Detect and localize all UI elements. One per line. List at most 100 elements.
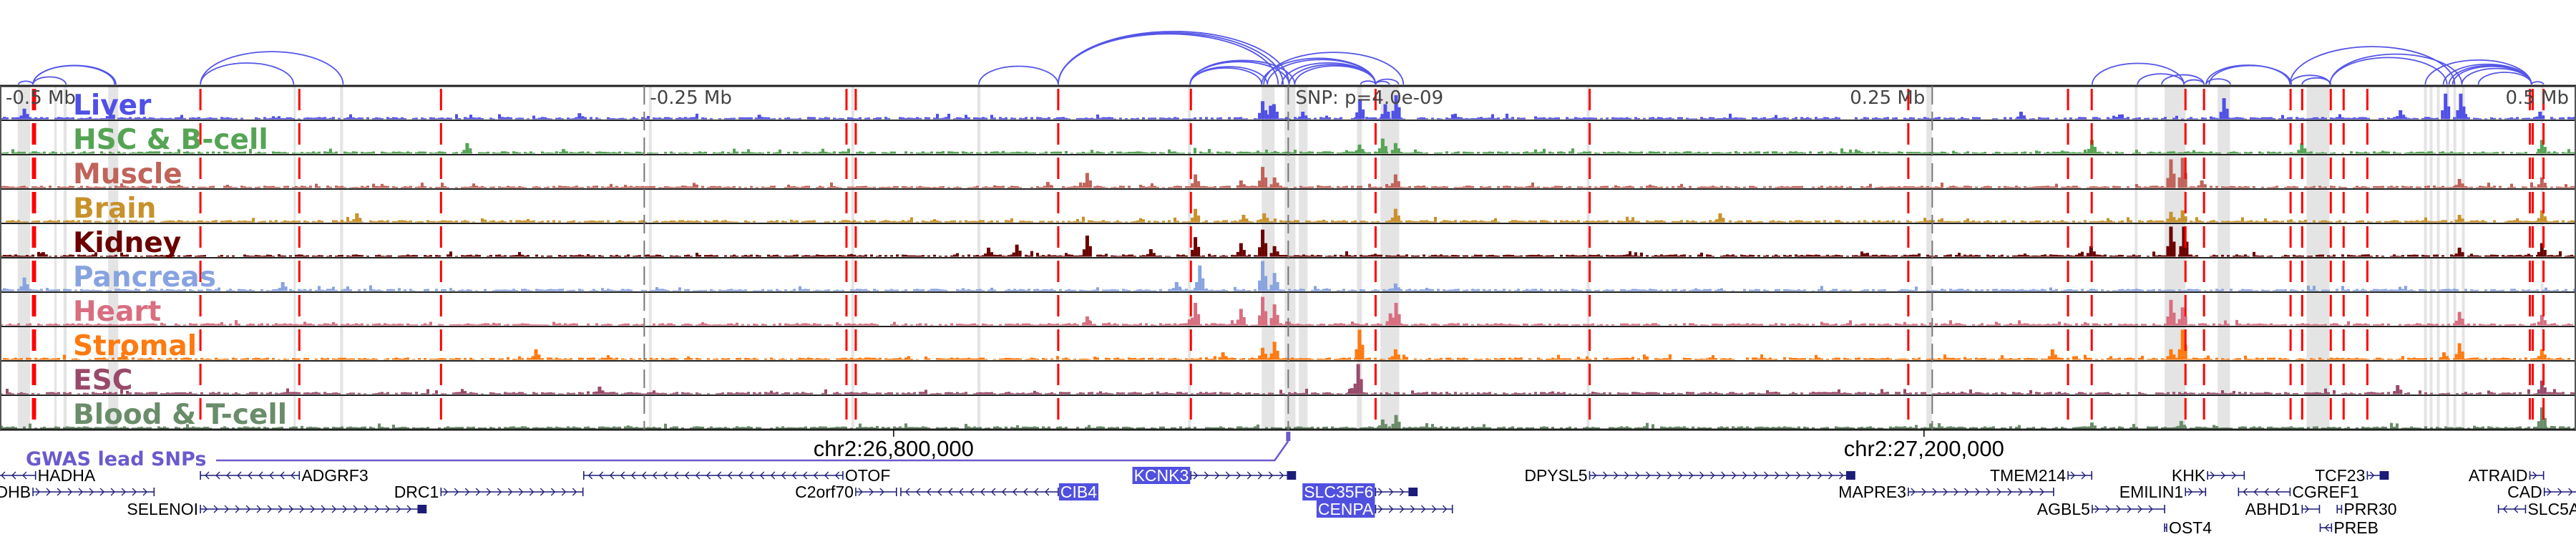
peak-bar — [1236, 185, 1239, 188]
peak-bar — [1380, 138, 1385, 154]
strand-arrow-icon — [2324, 523, 2329, 532]
peak-bar — [1361, 344, 1365, 360]
track-label: HSC & B-cell — [73, 124, 268, 156]
gene-label: CENPA — [1318, 500, 1374, 518]
peak-bar — [2456, 110, 2459, 120]
peak-bar — [1380, 114, 1384, 120]
peak-bar — [1258, 180, 1262, 188]
peak-bar — [2047, 356, 2051, 360]
peak-bar — [1384, 424, 1387, 429]
peak-bar — [2184, 344, 2187, 360]
peak-bar — [2176, 425, 2180, 429]
signal-track-muscle — [0, 158, 2576, 188]
peak-bar — [2461, 351, 2464, 360]
peak-bar — [2543, 387, 2547, 395]
peak-bar — [1241, 215, 1246, 223]
chromatin-loop-arc — [18, 80, 34, 85]
peak-bar — [1390, 288, 1394, 291]
background-signal — [0, 388, 2576, 395]
peak-bar — [562, 149, 566, 154]
relative-position-label: -0.5 Mb — [6, 87, 76, 109]
chromatin-loop-arc — [2161, 74, 2205, 85]
signal-peak — [2537, 407, 2547, 429]
peak-bar — [1236, 251, 1239, 257]
signal-peak — [38, 252, 48, 257]
peak-bar — [2219, 112, 2223, 120]
signal-peak — [1236, 180, 1246, 188]
peak-bar — [2177, 319, 2181, 326]
signal-peak — [2087, 422, 2097, 429]
peak-bar — [1261, 347, 1265, 360]
peak-bar — [280, 281, 285, 291]
peak-bar — [1390, 150, 1394, 154]
peak-bar — [1043, 185, 1046, 188]
track-label: Kidney — [73, 227, 181, 259]
peak-bar — [2444, 93, 2448, 120]
background-signal — [0, 182, 2576, 188]
peak-bar — [1195, 282, 1199, 291]
signal-peak — [1377, 419, 1387, 429]
signal-peak — [1269, 104, 1279, 120]
peak-bar — [757, 115, 761, 120]
peak-bar — [2454, 253, 2458, 257]
strand-arrow-icon — [858, 488, 884, 496]
signal-track-esc — [0, 364, 2576, 395]
peak-bar — [2166, 316, 2170, 326]
peak-bar — [2300, 142, 2304, 154]
peak-bar — [1391, 423, 1395, 429]
peak-bar — [1262, 213, 1267, 223]
signal-peak — [2297, 142, 2307, 154]
peak-bar — [2537, 389, 2540, 395]
peak-bar — [2439, 357, 2443, 360]
strand-arrow-icon — [1592, 471, 1844, 480]
peak-bar — [2459, 93, 2463, 120]
peak-bar — [1390, 356, 1394, 360]
signal-peak — [2166, 226, 2176, 257]
signal-peak — [1258, 229, 1268, 257]
gene-label: CIB4 — [1060, 483, 1097, 501]
gene-label: MAPRE3 — [1838, 483, 1906, 501]
signal-peak — [2537, 380, 2547, 395]
gene-label: AGBL5 — [2037, 500, 2090, 518]
strand-arrow-icon — [2502, 505, 2519, 513]
peak-bar — [1178, 286, 1181, 291]
peak-bar — [990, 252, 994, 257]
peak-bar — [1397, 314, 1401, 326]
peak-bar — [1718, 213, 1722, 223]
peak-bar — [2179, 246, 2182, 257]
signal-peak — [1391, 303, 1401, 326]
peak-bar — [1194, 237, 1198, 257]
peak-bar — [1242, 250, 1246, 257]
peak-bar — [2540, 210, 2544, 223]
chromatin-loop-arc — [1057, 30, 1290, 85]
chromatin-loop-arc — [2205, 64, 2291, 85]
strand-arrow-icon — [2187, 488, 2204, 496]
peak-bar — [2537, 321, 2540, 326]
track-label: Brain — [73, 193, 156, 225]
chromatin-loop-arc — [2183, 79, 2205, 85]
relative-position-label: -0.25 Mb — [650, 87, 731, 109]
peak-bar — [2050, 349, 2054, 360]
peak-bar — [595, 391, 598, 395]
peak-bar — [2461, 319, 2464, 326]
peak-bar — [2172, 173, 2176, 188]
peak-bar — [105, 116, 109, 120]
gwas-track: GWAS lead SNPs — [26, 432, 1291, 470]
peak-bar — [1045, 182, 1050, 188]
signal-peak — [1258, 101, 1268, 120]
gene-label: ATRAID — [2469, 466, 2528, 485]
peak-bar — [121, 352, 125, 360]
peak-bar — [559, 152, 562, 154]
signal-peak — [2087, 140, 2097, 154]
signal-track-pancreas — [0, 261, 2576, 291]
peak-bar — [2538, 112, 2542, 120]
peak-bar — [284, 286, 288, 291]
peak-bar — [1239, 180, 1243, 188]
peak-bar — [1174, 281, 1179, 291]
gene-ost4: OST4 — [2164, 518, 2212, 537]
peak-bar — [1194, 174, 1198, 188]
peak-bar — [1384, 146, 1387, 154]
track-label: ESC — [73, 364, 132, 397]
signal-peak — [2454, 178, 2464, 188]
signal-peak — [1191, 237, 1201, 257]
